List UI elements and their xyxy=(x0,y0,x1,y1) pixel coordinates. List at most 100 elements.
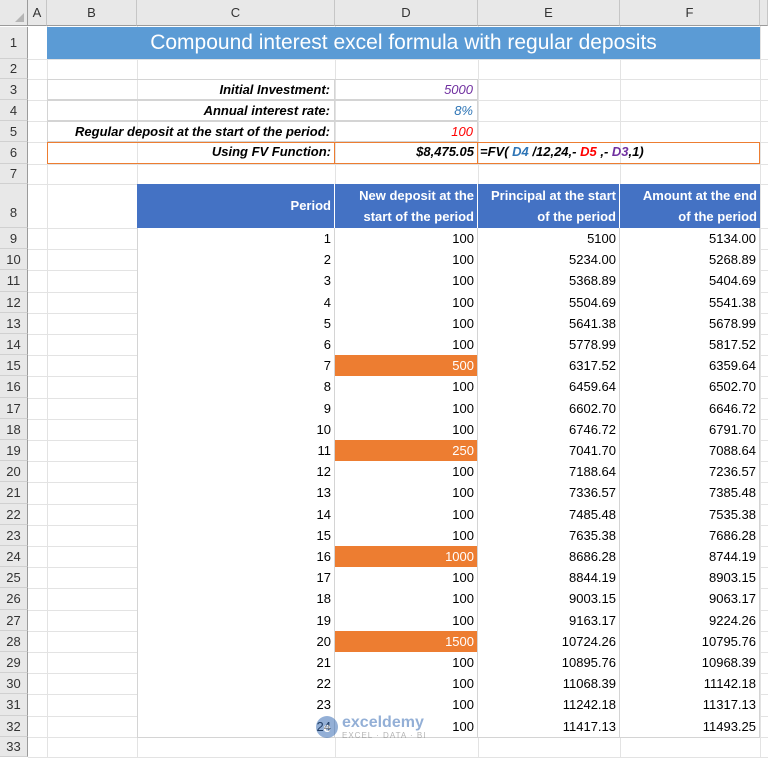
deposit-cell[interactable]: 100 xyxy=(335,567,478,590)
column-header[interactable]: F xyxy=(620,0,760,26)
row-header[interactable]: 31 xyxy=(0,694,28,716)
header-new-deposit[interactable]: New deposit at the start of the period xyxy=(335,184,478,228)
row-header[interactable]: 28 xyxy=(0,630,28,652)
row-header[interactable]: 10 xyxy=(0,249,28,271)
amount-cell[interactable]: 9224.26 xyxy=(620,609,760,632)
deposit-cell[interactable]: 100 xyxy=(335,482,478,505)
row-header[interactable]: 5 xyxy=(0,121,28,142)
amount-cell[interactable]: 5268.89 xyxy=(620,249,760,272)
principal-cell[interactable]: 6459.64 xyxy=(478,376,620,399)
amount-cell[interactable]: 5404.69 xyxy=(620,270,760,293)
amount-cell[interactable]: 7236.57 xyxy=(620,461,760,484)
row-header[interactable]: 33 xyxy=(0,736,28,757)
interest-rate-label[interactable]: Annual interest rate: xyxy=(47,100,335,121)
deposit-cell[interactable]: 100 xyxy=(335,461,478,484)
column-header[interactable]: C xyxy=(137,0,335,26)
row-header[interactable]: 9 xyxy=(0,228,28,250)
header-amount[interactable]: Amount at the end of the period xyxy=(620,184,760,228)
amount-cell[interactable]: 8744.19 xyxy=(620,546,760,569)
row-header[interactable]: 8 xyxy=(0,184,28,228)
period-cell[interactable]: 23 xyxy=(137,694,335,717)
amount-cell[interactable]: 7088.64 xyxy=(620,440,760,463)
principal-cell[interactable]: 7188.64 xyxy=(478,461,620,484)
row-header[interactable]: 17 xyxy=(0,397,28,419)
principal-cell[interactable]: 5100 xyxy=(478,228,620,251)
row-header[interactable]: 16 xyxy=(0,376,28,398)
row-header[interactable]: 11 xyxy=(0,270,28,292)
row-header[interactable]: 23 xyxy=(0,524,28,546)
amount-cell[interactable]: 6646.72 xyxy=(620,397,760,420)
deposit-cell[interactable]: 100 xyxy=(335,397,478,420)
row-header[interactable]: 19 xyxy=(0,440,28,462)
deposit-cell[interactable]: 100 xyxy=(335,376,478,399)
row-header[interactable]: 7 xyxy=(0,164,28,184)
period-cell[interactable]: 4 xyxy=(137,291,335,314)
principal-cell[interactable]: 5641.38 xyxy=(478,312,620,335)
amount-cell[interactable]: 5134.00 xyxy=(620,228,760,251)
principal-cell[interactable]: 5368.89 xyxy=(478,270,620,293)
principal-cell[interactable]: 9003.15 xyxy=(478,588,620,611)
row-header[interactable]: 30 xyxy=(0,673,28,695)
fv-function-label[interactable]: Using FV Function: xyxy=(211,144,331,159)
period-cell[interactable]: 18 xyxy=(137,588,335,611)
deposit-cell[interactable]: 100 xyxy=(335,588,478,611)
principal-cell[interactable]: 5504.69 xyxy=(478,291,620,314)
period-cell[interactable]: 14 xyxy=(137,503,335,526)
principal-cell[interactable]: 10724.26 xyxy=(478,630,620,653)
row-header[interactable]: 25 xyxy=(0,567,28,589)
deposit-cell[interactable]: 100 xyxy=(335,334,478,357)
period-cell[interactable]: 19 xyxy=(137,609,335,632)
principal-cell[interactable]: 7635.38 xyxy=(478,524,620,547)
deposit-cell[interactable]: 100 xyxy=(335,228,478,251)
period-cell[interactable]: 9 xyxy=(137,397,335,420)
deposit-cell[interactable]: 100 xyxy=(335,652,478,675)
row-header[interactable]: 26 xyxy=(0,588,28,610)
deposit-cell[interactable]: 1500 xyxy=(335,630,478,653)
period-cell[interactable]: 16 xyxy=(137,546,335,569)
deposit-cell[interactable]: 100 xyxy=(335,609,478,632)
row-header[interactable]: 13 xyxy=(0,312,28,334)
period-cell[interactable]: 5 xyxy=(137,312,335,335)
amount-cell[interactable]: 7535.38 xyxy=(620,503,760,526)
principal-cell[interactable]: 5234.00 xyxy=(478,249,620,272)
deposit-cell[interactable]: 500 xyxy=(335,355,478,378)
period-cell[interactable]: 1 xyxy=(137,228,335,251)
row-header[interactable]: 2 xyxy=(0,59,28,79)
period-cell[interactable]: 7 xyxy=(137,355,335,378)
principal-cell[interactable]: 8686.28 xyxy=(478,546,620,569)
row-header[interactable]: 4 xyxy=(0,100,28,121)
amount-cell[interactable]: 5678.99 xyxy=(620,312,760,335)
row-header[interactable]: 14 xyxy=(0,334,28,356)
amount-cell[interactable]: 6359.64 xyxy=(620,355,760,378)
select-all-corner[interactable] xyxy=(0,0,28,26)
regular-deposit-label[interactable]: Regular deposit at the start of the peri… xyxy=(47,121,335,142)
row-header[interactable]: 15 xyxy=(0,355,28,377)
principal-cell[interactable]: 7336.57 xyxy=(478,482,620,505)
fv-formula[interactable]: =FV( D4 /12,24,- D5 ,- D3,1) xyxy=(480,142,644,164)
principal-cell[interactable]: 11417.13 xyxy=(478,715,620,738)
row-header[interactable]: 12 xyxy=(0,291,28,313)
period-cell[interactable]: 11 xyxy=(137,440,335,463)
amount-cell[interactable]: 7385.48 xyxy=(620,482,760,505)
period-cell[interactable]: 20 xyxy=(137,630,335,653)
amount-cell[interactable]: 7686.28 xyxy=(620,524,760,547)
period-cell[interactable]: 17 xyxy=(137,567,335,590)
sheet-title[interactable]: Compound interest excel formula with reg… xyxy=(47,27,760,59)
principal-cell[interactable]: 11068.39 xyxy=(478,673,620,696)
deposit-cell[interactable]: 100 xyxy=(335,673,478,696)
row-header[interactable]: 20 xyxy=(0,461,28,483)
header-period[interactable]: Period xyxy=(137,184,335,228)
row-header[interactable]: 18 xyxy=(0,418,28,440)
period-cell[interactable]: 8 xyxy=(137,376,335,399)
amount-cell[interactable]: 11317.13 xyxy=(620,694,760,717)
row-header[interactable]: 27 xyxy=(0,609,28,631)
initial-investment-value[interactable]: 5000 xyxy=(334,79,478,100)
deposit-cell[interactable]: 100 xyxy=(335,312,478,335)
fv-function-value[interactable]: $8,475.05 xyxy=(416,144,474,159)
row-header[interactable]: 32 xyxy=(0,715,28,737)
amount-cell[interactable]: 5541.38 xyxy=(620,291,760,314)
deposit-cell[interactable]: 100 xyxy=(335,291,478,314)
amount-cell[interactable]: 9063.17 xyxy=(620,588,760,611)
row-header[interactable]: 3 xyxy=(0,79,28,100)
